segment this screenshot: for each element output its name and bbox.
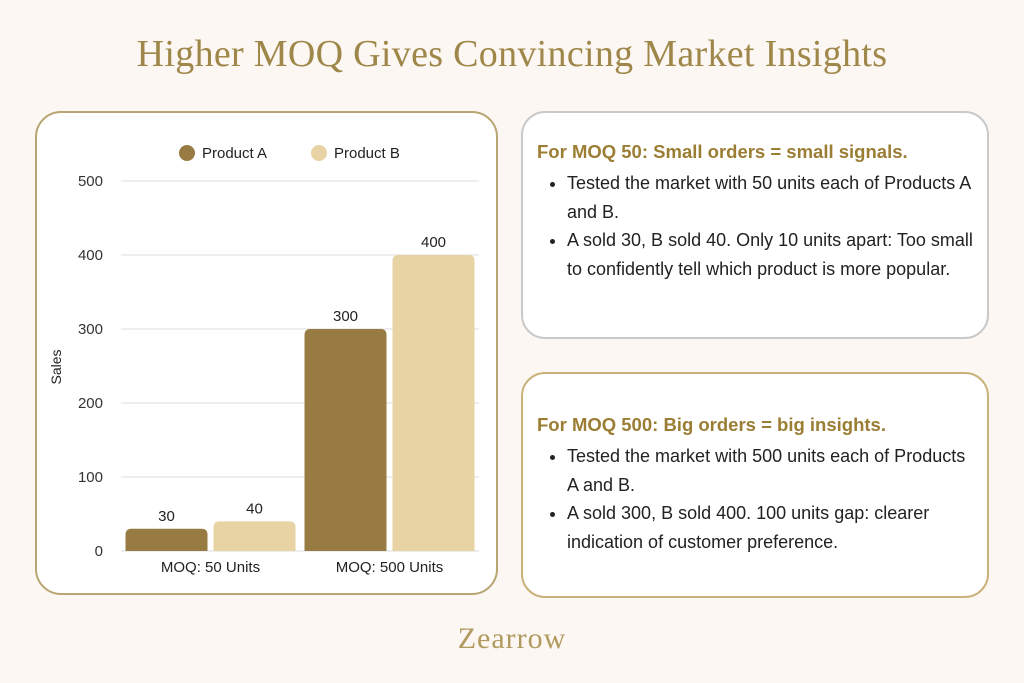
legend-label: Product A (202, 145, 267, 162)
x-tick-label: MOQ: 500 Units (336, 559, 444, 576)
y-tick-label: 0 (95, 543, 103, 560)
y-tick-label: 200 (78, 395, 103, 412)
legend-label: Product B (334, 145, 400, 162)
chart-card: 0 100 200 300 400 500 Sales 30 40 MOQ: 50 Units 30… (35, 111, 498, 595)
bar-chart: 0 100 200 300 400 500 Sales 30 40 MOQ: 50 Units 30… (48, 145, 479, 576)
bar (304, 329, 387, 551)
y-tick-label: 300 (78, 321, 103, 338)
data-label: 40 (246, 500, 263, 517)
list-item: Tested the market with 500 units each of… (567, 442, 977, 499)
y-tick-label: 400 (78, 247, 103, 264)
data-label: 400 (421, 234, 446, 251)
moq-500-heading: For MOQ 500: Big orders = big insights. (537, 414, 886, 435)
bar (392, 255, 475, 551)
data-label: 30 (158, 508, 175, 525)
list-item: Tested the market with 50 units each of … (567, 169, 977, 226)
moq-500-card: For MOQ 500: Big orders = big insights. … (521, 372, 989, 598)
list-item: A sold 300, B sold 400. 100 units gap: c… (567, 499, 977, 556)
moq-50-heading: For MOQ 50: Small orders = small signals… (537, 141, 908, 162)
y-axis-title: Sales (48, 349, 64, 384)
list-item: A sold 30, B sold 40. Only 10 units apar… (567, 226, 977, 283)
legend-marker (311, 145, 327, 161)
x-tick-label: MOQ: 50 Units (161, 559, 260, 576)
legend-marker (179, 145, 195, 161)
page-title: Higher MOQ Gives Convincing Market Insig… (136, 33, 888, 75)
brand-logo: Zearrow (457, 622, 567, 655)
bar (125, 528, 208, 551)
data-label: 300 (333, 308, 358, 325)
moq-500-points: Tested the market with 500 units each of… (537, 442, 977, 556)
moq-50-card: For MOQ 50: Small orders = small signals… (521, 111, 989, 339)
bar (213, 521, 296, 551)
y-tick-label: 500 (78, 173, 103, 190)
y-tick-label: 100 (78, 469, 103, 486)
moq-50-points: Tested the market with 50 units each of … (537, 169, 977, 283)
